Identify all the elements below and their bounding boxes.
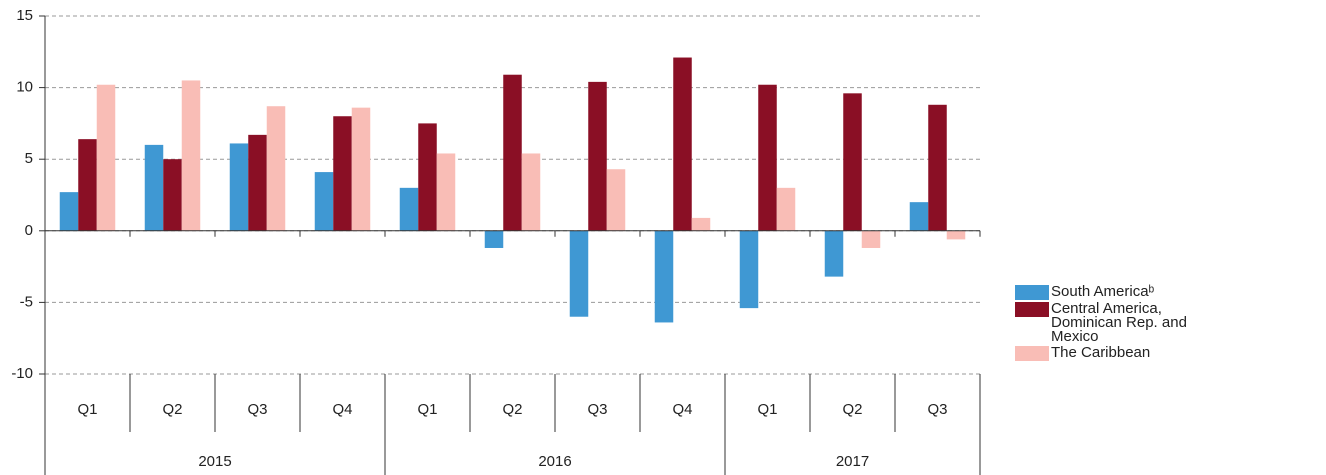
x-tick-label: Q1 [77, 401, 97, 418]
bar [163, 159, 182, 231]
y-tick-label: -5 [20, 293, 33, 310]
bar [909, 202, 929, 231]
legend-label: The Caribbean [1051, 344, 1151, 361]
legend-item: South Americaᵇ [1015, 283, 1195, 300]
x-tick-label: Q1 [757, 401, 777, 418]
bar [144, 144, 164, 231]
y-tick-label: 5 [25, 150, 33, 167]
bar [588, 81, 607, 231]
group-label: 2017 [836, 453, 869, 470]
group-label: 2016 [538, 453, 571, 470]
bar [946, 230, 966, 240]
bar [351, 107, 371, 231]
legend-item: Central America, Dominican Rep. and Mexi… [1015, 300, 1195, 345]
bar [776, 187, 796, 231]
y-tick-label: 15 [16, 7, 33, 24]
bar [691, 217, 711, 231]
bar [436, 153, 456, 231]
y-tick-label: 10 [16, 79, 33, 96]
bar [824, 230, 844, 277]
x-tick-label: Q3 [927, 401, 947, 418]
y-tick-label: 0 [25, 222, 33, 239]
bar [266, 106, 286, 231]
x-tick-label: Q4 [332, 401, 352, 418]
bar [569, 230, 589, 317]
legend-swatch [1015, 346, 1049, 361]
bar [78, 139, 97, 231]
bar [843, 93, 862, 231]
legend-item: The Caribbean [1015, 344, 1195, 361]
x-tick-label: Q1 [417, 401, 437, 418]
bar [248, 134, 267, 231]
bar [521, 153, 541, 231]
bar [928, 104, 947, 231]
x-tick-label: Q3 [247, 401, 267, 418]
bar [59, 192, 79, 231]
x-tick-label: Q3 [587, 401, 607, 418]
x-tick-label: Q2 [842, 401, 862, 418]
bar [181, 80, 201, 231]
legend: South Americaᵇ Central America, Dominican… [1015, 283, 1195, 363]
legend-label: South Americaᵇ [1051, 283, 1155, 300]
legend-label: Central America, Dominican Rep. and Mexi… [1051, 300, 1187, 345]
bar [503, 74, 522, 231]
bar [758, 84, 777, 231]
bar [654, 230, 674, 323]
bar [229, 143, 249, 231]
group-label: 2015 [198, 453, 231, 470]
bar [418, 123, 437, 231]
bar [96, 84, 116, 231]
x-tick-label: Q4 [672, 401, 692, 418]
bar [861, 230, 881, 248]
legend-swatch [1015, 302, 1049, 317]
bar [673, 57, 692, 231]
bar [484, 230, 504, 248]
y-tick-label: -10 [11, 365, 33, 382]
bar [333, 116, 352, 231]
bar [399, 187, 419, 231]
x-tick-label: Q2 [162, 401, 182, 418]
bar [314, 172, 334, 231]
x-tick-label: Q2 [502, 401, 522, 418]
legend-swatch [1015, 285, 1049, 300]
bar [739, 230, 759, 309]
bar [606, 169, 626, 231]
